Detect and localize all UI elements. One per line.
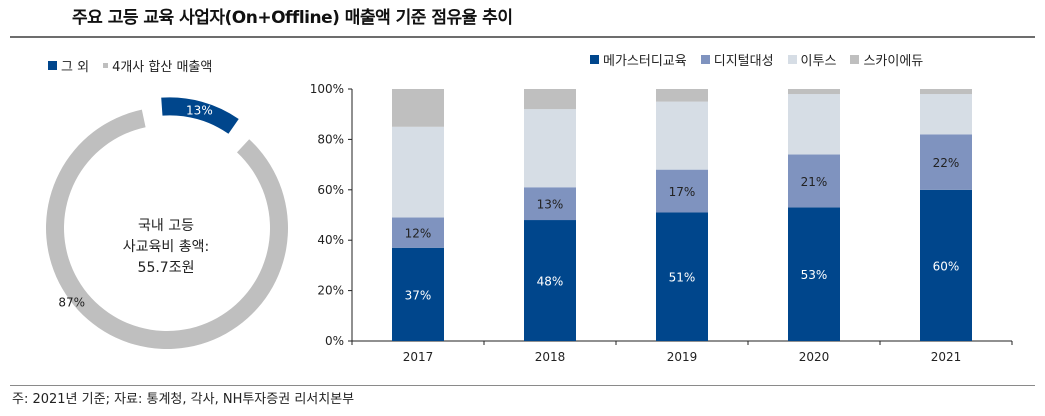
bar-data-label: 17% bbox=[669, 185, 696, 199]
bar-segment bbox=[656, 212, 708, 341]
donut-center-label: 국내 고등 사교육비 총액: 55.7조원 bbox=[96, 216, 236, 279]
bar-legend-item-1-swatch bbox=[700, 55, 710, 64]
donut-center-line-2: 사교육비 총액: bbox=[122, 239, 210, 255]
bar-data-label: 53% bbox=[801, 268, 828, 282]
donut-legend-item-0: 그 외 bbox=[48, 56, 89, 75]
bar-data-label: 12% bbox=[405, 227, 432, 241]
bar-legend-item-0-label: 메가스터디교육 bbox=[603, 54, 687, 69]
donut-center-line-3: 55.7조원 bbox=[137, 260, 195, 276]
x-tick-label: 2018 bbox=[535, 350, 566, 364]
bar-legend: 메가스터디교육 디지털대성 이투스 스카이에듀 bbox=[590, 50, 923, 69]
donut-slice-label-1: 87% bbox=[58, 295, 85, 309]
donut-legend-item-1-label: 4개사 합산 매출액 bbox=[112, 60, 213, 75]
bar-legend-item-1: 디지털대성 bbox=[700, 50, 774, 69]
bar-segment bbox=[524, 220, 576, 341]
bar-data-label: 37% bbox=[405, 288, 432, 302]
x-tick-label: 2019 bbox=[667, 350, 698, 364]
y-tick-label: 20% bbox=[317, 284, 344, 298]
donut-legend-item-1: 4개사 합산 매출액 bbox=[103, 56, 212, 75]
top-divider bbox=[10, 36, 1035, 38]
y-tick-label: 0% bbox=[325, 334, 344, 348]
x-tick-label: 2020 bbox=[799, 350, 830, 364]
donut-slice-label-0: 13% bbox=[186, 103, 213, 117]
bar-segment bbox=[524, 89, 576, 110]
bar-segment bbox=[788, 89, 840, 95]
bar-segment bbox=[656, 101, 708, 170]
bar-segment bbox=[788, 154, 840, 208]
donut-legend-item-0-swatch bbox=[48, 61, 57, 70]
donut-legend: 그 외 4개사 합산 매출액 bbox=[48, 56, 212, 75]
source-note: 주: 2021년 기준; 자료: 통계청, 각사, NH투자증권 리서치본부 bbox=[12, 392, 355, 407]
bar-legend-item-0-swatch bbox=[590, 55, 599, 64]
bar-data-label: 51% bbox=[669, 271, 696, 285]
donut-chart: 13% 87% bbox=[46, 97, 289, 350]
bar-legend-item-3-swatch bbox=[850, 55, 860, 64]
y-tick-label: 40% bbox=[317, 233, 344, 247]
bar-segment bbox=[920, 189, 972, 341]
bar-legend-item-2: 이투스 bbox=[787, 50, 837, 69]
bar-segment bbox=[524, 187, 576, 221]
bar-segment bbox=[524, 109, 576, 188]
bar-legend-item-2-swatch bbox=[787, 55, 797, 64]
bar-segment bbox=[392, 247, 444, 341]
x-tick-label: 2021 bbox=[931, 350, 962, 364]
bottom-divider bbox=[10, 385, 1035, 386]
y-tick-label: 60% bbox=[317, 183, 344, 197]
bar-legend-item-3: 스카이에듀 bbox=[850, 50, 923, 69]
bar-data-label: 48% bbox=[537, 275, 564, 289]
donut-legend-item-0-label: 그 외 bbox=[61, 60, 90, 75]
bar-segment bbox=[392, 217, 444, 248]
bar-data-label: 21% bbox=[801, 175, 828, 189]
donut-legend-item-1-swatch bbox=[103, 63, 109, 68]
bar-legend-item-0: 메가스터디교육 bbox=[590, 50, 687, 69]
donut-center-line-1: 국내 고등 bbox=[138, 218, 194, 234]
donut-slice-0 bbox=[161, 97, 239, 134]
y-tick-label: 80% bbox=[317, 132, 344, 146]
bar-segment bbox=[392, 126, 444, 218]
bar-legend-item-2-label: 이투스 bbox=[800, 54, 837, 69]
bar-data-label: 22% bbox=[933, 156, 960, 170]
bar-segment bbox=[788, 207, 840, 341]
bar-segment bbox=[920, 94, 972, 135]
bar-segment bbox=[920, 134, 972, 190]
bar-segment bbox=[656, 89, 708, 102]
y-tick-label: 100% bbox=[310, 82, 344, 96]
bar-data-label: 13% bbox=[537, 198, 564, 212]
bar-legend-item-3-label: 스카이에듀 bbox=[863, 54, 924, 69]
stacked-bar-chart: 0% 20% 40% 60% 80% 100% 37% 12% 2017 48% 13% 2018 51… bbox=[310, 82, 1013, 364]
bar-segment bbox=[788, 94, 840, 155]
bar-segment bbox=[656, 169, 708, 213]
x-tick-label: 2017 bbox=[403, 350, 434, 364]
chart-title: 주요 고등 교육 사업자(On+Offline) 매출액 기준 점유율 추이 bbox=[72, 8, 513, 28]
bar-legend-item-1-label: 디지털대성 bbox=[713, 54, 774, 69]
bar-data-label: 60% bbox=[933, 259, 960, 273]
bar-segment bbox=[392, 89, 444, 127]
bar-segment bbox=[920, 89, 972, 95]
